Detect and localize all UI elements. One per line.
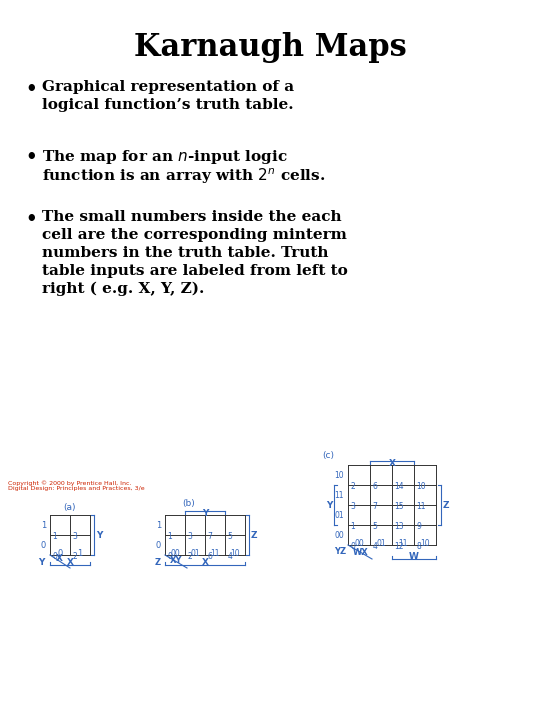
Text: 10: 10 [230, 549, 240, 558]
Text: (a): (a) [64, 503, 76, 512]
Text: 3: 3 [72, 532, 77, 541]
Text: X: X [66, 558, 73, 567]
Text: •: • [25, 80, 37, 98]
Text: WX: WX [353, 548, 369, 557]
Text: 10: 10 [420, 539, 430, 548]
Text: 6: 6 [207, 552, 212, 561]
Text: 01: 01 [376, 539, 386, 548]
Text: 8: 8 [417, 542, 421, 551]
Text: Z: Z [251, 531, 258, 539]
Text: Z: Z [443, 500, 449, 510]
Text: Graphical representation of a
logical function’s truth table.: Graphical representation of a logical fu… [42, 80, 294, 112]
Text: 1: 1 [40, 521, 46, 529]
Text: 00: 00 [354, 539, 364, 548]
Text: 0: 0 [156, 541, 161, 549]
Text: 7: 7 [373, 502, 377, 511]
Text: 1: 1 [52, 532, 57, 541]
Text: 01: 01 [190, 549, 200, 558]
Text: X: X [201, 558, 208, 567]
Text: 12: 12 [395, 542, 404, 551]
Text: 1: 1 [77, 549, 83, 558]
Text: 5: 5 [373, 522, 377, 531]
Text: 0: 0 [167, 552, 172, 561]
Text: 10: 10 [334, 470, 344, 480]
Text: 7: 7 [207, 532, 212, 541]
Text: Y: Y [38, 558, 44, 567]
Text: X: X [56, 554, 63, 563]
Text: 2: 2 [187, 552, 192, 561]
Text: 15: 15 [395, 502, 404, 511]
Text: The small numbers inside the each
cell are the corresponding minterm
numbers in : The small numbers inside the each cell a… [42, 210, 348, 296]
Text: 6: 6 [373, 482, 377, 491]
Text: Karnaugh Maps: Karnaugh Maps [133, 32, 407, 63]
Text: function is an array with $2^n$ cells.: function is an array with $2^n$ cells. [42, 166, 326, 186]
Text: X: X [388, 459, 395, 468]
Text: 5: 5 [227, 532, 232, 541]
Text: 0: 0 [350, 542, 355, 551]
Text: Copyright © 2000 by Prentice Hall, Inc.
Digital Design: Principles and Practices: Copyright © 2000 by Prentice Hall, Inc. … [8, 480, 145, 492]
Text: Y: Y [326, 500, 332, 510]
Text: 00: 00 [170, 549, 180, 558]
Text: 3: 3 [350, 502, 355, 511]
Text: 2: 2 [350, 482, 355, 491]
Text: 11: 11 [334, 490, 344, 500]
Text: 11: 11 [399, 539, 408, 548]
Text: (c): (c) [322, 451, 334, 460]
Text: 2: 2 [72, 552, 77, 561]
Text: 1: 1 [156, 521, 161, 529]
Text: YZ: YZ [334, 547, 346, 556]
Text: •: • [25, 210, 37, 228]
Text: 01: 01 [334, 510, 344, 520]
Text: 00: 00 [334, 531, 344, 539]
Text: 4: 4 [373, 542, 377, 551]
Text: The map for an $n$-input logic: The map for an $n$-input logic [42, 148, 288, 166]
Text: 3: 3 [187, 532, 192, 541]
Text: 14: 14 [395, 482, 404, 491]
Text: XY: XY [170, 556, 183, 565]
Text: (b): (b) [183, 499, 195, 508]
Text: 4: 4 [227, 552, 232, 561]
Text: •: • [25, 148, 37, 166]
Text: 9: 9 [417, 522, 422, 531]
Text: Y: Y [96, 531, 103, 539]
Text: 11: 11 [210, 549, 220, 558]
Text: 13: 13 [395, 522, 404, 531]
Text: 0: 0 [40, 541, 46, 549]
Text: 0: 0 [52, 552, 57, 561]
Text: 10: 10 [417, 482, 426, 491]
Text: Y: Y [202, 509, 208, 518]
Text: 1: 1 [350, 522, 355, 531]
Text: 0: 0 [57, 549, 63, 558]
Text: 11: 11 [417, 502, 426, 511]
Text: Z: Z [155, 558, 161, 567]
Text: W: W [409, 552, 419, 561]
Text: 1: 1 [167, 532, 172, 541]
